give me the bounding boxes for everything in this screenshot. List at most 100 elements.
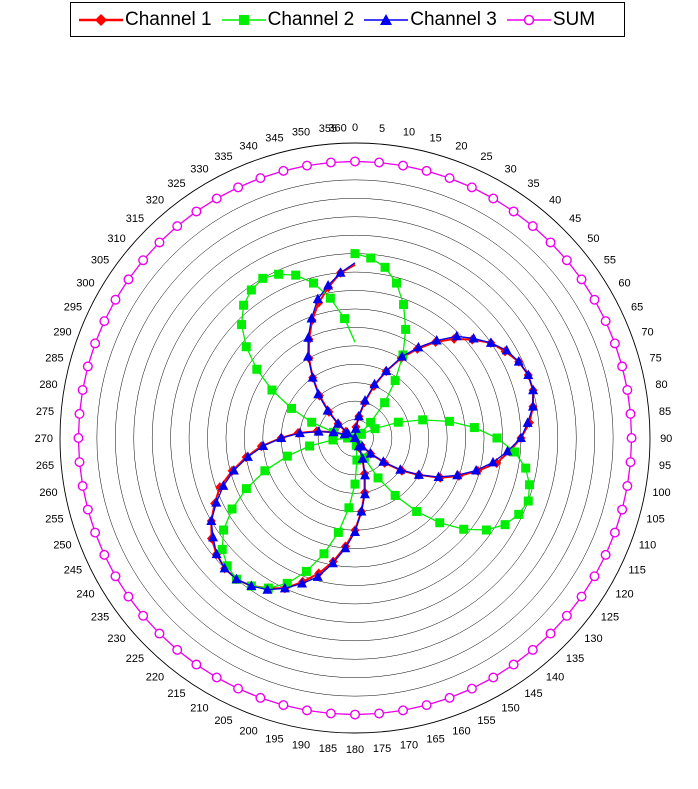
marker-channel-2 bbox=[282, 451, 292, 461]
marker-channel-2 bbox=[267, 385, 277, 395]
marker-channel-3 bbox=[527, 401, 538, 411]
marker-sum bbox=[622, 384, 633, 395]
marker-channel-2 bbox=[380, 398, 390, 408]
marker-sum bbox=[466, 182, 477, 193]
marker-channel-3 bbox=[306, 312, 317, 323]
marker-sum bbox=[325, 157, 336, 168]
legend-item-channel-3: Channel 3 bbox=[364, 9, 497, 31]
marker-channel-2 bbox=[390, 376, 400, 386]
marker-sum bbox=[576, 591, 587, 602]
marker-sum bbox=[110, 571, 121, 582]
marker-sum bbox=[154, 628, 165, 639]
marker-channel-2 bbox=[469, 423, 479, 433]
marker-channel-2 bbox=[500, 520, 510, 530]
angle-tick-label: 55 bbox=[604, 255, 616, 267]
marker-channel-3 bbox=[218, 480, 229, 490]
marker-sum bbox=[211, 193, 222, 204]
angle-tick-label: 0 bbox=[352, 122, 358, 134]
angle-tick-label: 310 bbox=[107, 233, 125, 245]
marker-sum bbox=[398, 705, 409, 716]
angle-tick-label: 335 bbox=[214, 151, 232, 163]
marker-sum bbox=[626, 433, 637, 444]
marker-sum bbox=[609, 338, 620, 349]
marker-channel-3 bbox=[528, 384, 539, 395]
marker-channel-2 bbox=[325, 293, 335, 303]
angle-tick-label: 210 bbox=[190, 703, 208, 715]
marker-channel-2 bbox=[305, 441, 315, 451]
marker-channel-3 bbox=[333, 418, 344, 428]
legend-label-sum: SUM bbox=[552, 8, 596, 30]
marker-channel-2 bbox=[392, 278, 402, 288]
marker-channel-3 bbox=[228, 464, 239, 475]
angle-tick-label: 160 bbox=[452, 726, 470, 738]
marker-sum bbox=[233, 683, 244, 694]
marker-channel-3 bbox=[365, 448, 376, 458]
marker-channel-3 bbox=[471, 464, 482, 475]
marker-channel-3 bbox=[208, 531, 219, 542]
marker-channel-2 bbox=[308, 278, 318, 288]
marker-channel-2 bbox=[356, 429, 366, 439]
marker-channel-3 bbox=[350, 526, 360, 537]
marker-sum bbox=[90, 338, 101, 349]
marker-sum bbox=[374, 157, 385, 168]
angle-tick-label: 35 bbox=[527, 178, 539, 190]
marker-channel-3 bbox=[322, 405, 333, 415]
marker-channel-3 bbox=[258, 440, 269, 451]
marker-sum bbox=[110, 294, 121, 305]
angle-tick-label: 360 bbox=[328, 122, 346, 134]
marker-channel-2 bbox=[366, 417, 376, 427]
marker-channel-2 bbox=[258, 273, 268, 283]
angle-tick-label: 205 bbox=[214, 715, 232, 727]
marker-channel-2 bbox=[510, 447, 520, 457]
angle-tick-label: 145 bbox=[524, 688, 542, 700]
angle-tick-label: 200 bbox=[239, 726, 257, 738]
angle-tick-label: 295 bbox=[64, 302, 82, 314]
angle-tick-label: 275 bbox=[36, 406, 54, 418]
angle-tick-label: 85 bbox=[659, 406, 671, 418]
marker-sum bbox=[488, 672, 499, 683]
marker-channel-2 bbox=[352, 455, 362, 465]
angle-tick-label: 95 bbox=[659, 460, 671, 472]
marker-channel-3 bbox=[242, 451, 253, 461]
angle-tick-label: 300 bbox=[76, 277, 94, 289]
angle-tick-label: 80 bbox=[655, 379, 667, 391]
marker-channel-2 bbox=[241, 342, 251, 352]
grid-ring bbox=[151, 234, 559, 642]
marker-channel-2 bbox=[340, 314, 350, 324]
marker-sum bbox=[99, 549, 110, 560]
marker-channel-3 bbox=[353, 410, 364, 421]
marker-channel-3 bbox=[312, 571, 323, 581]
marker-channel-3 bbox=[342, 427, 353, 437]
angle-tick-label: 65 bbox=[631, 302, 643, 314]
angle-tick-label: 235 bbox=[91, 612, 109, 624]
marker-sum bbox=[545, 237, 556, 248]
marker-sum bbox=[90, 527, 101, 538]
legend-swatch-channel-1 bbox=[79, 13, 123, 26]
angle-tick-label: 280 bbox=[39, 379, 57, 391]
marker-sum bbox=[600, 316, 611, 327]
angle-tick-label: 120 bbox=[615, 589, 633, 601]
marker-sum bbox=[374, 708, 385, 719]
angle-tick-label: 105 bbox=[646, 514, 664, 526]
marker-channel-2 bbox=[217, 544, 227, 554]
angle-tick-label: 190 bbox=[292, 740, 310, 752]
marker-sum bbox=[421, 165, 432, 176]
marker-sum bbox=[527, 221, 538, 232]
angle-tick-label: 45 bbox=[569, 213, 581, 225]
marker-sum bbox=[545, 628, 556, 639]
marker-sum bbox=[617, 361, 628, 372]
angle-tick-label: 285 bbox=[45, 352, 63, 364]
angle-tick-label: 135 bbox=[566, 653, 584, 665]
marker-channel-3 bbox=[340, 542, 351, 553]
marker-channel-2 bbox=[492, 433, 502, 443]
marker-channel-3 bbox=[313, 388, 324, 399]
marker-sum bbox=[172, 221, 183, 232]
marker-channel-2 bbox=[291, 270, 301, 280]
angle-tick-label: 195 bbox=[265, 734, 283, 746]
marker-channel-3 bbox=[378, 456, 389, 466]
marker-sum bbox=[123, 274, 134, 285]
angle-tick-label: 130 bbox=[584, 633, 602, 645]
chart-legend: Channel 1 Channel 2 Channel 3 SUM bbox=[70, 2, 625, 37]
marker-sum bbox=[561, 610, 572, 621]
marker-sum bbox=[589, 294, 600, 305]
